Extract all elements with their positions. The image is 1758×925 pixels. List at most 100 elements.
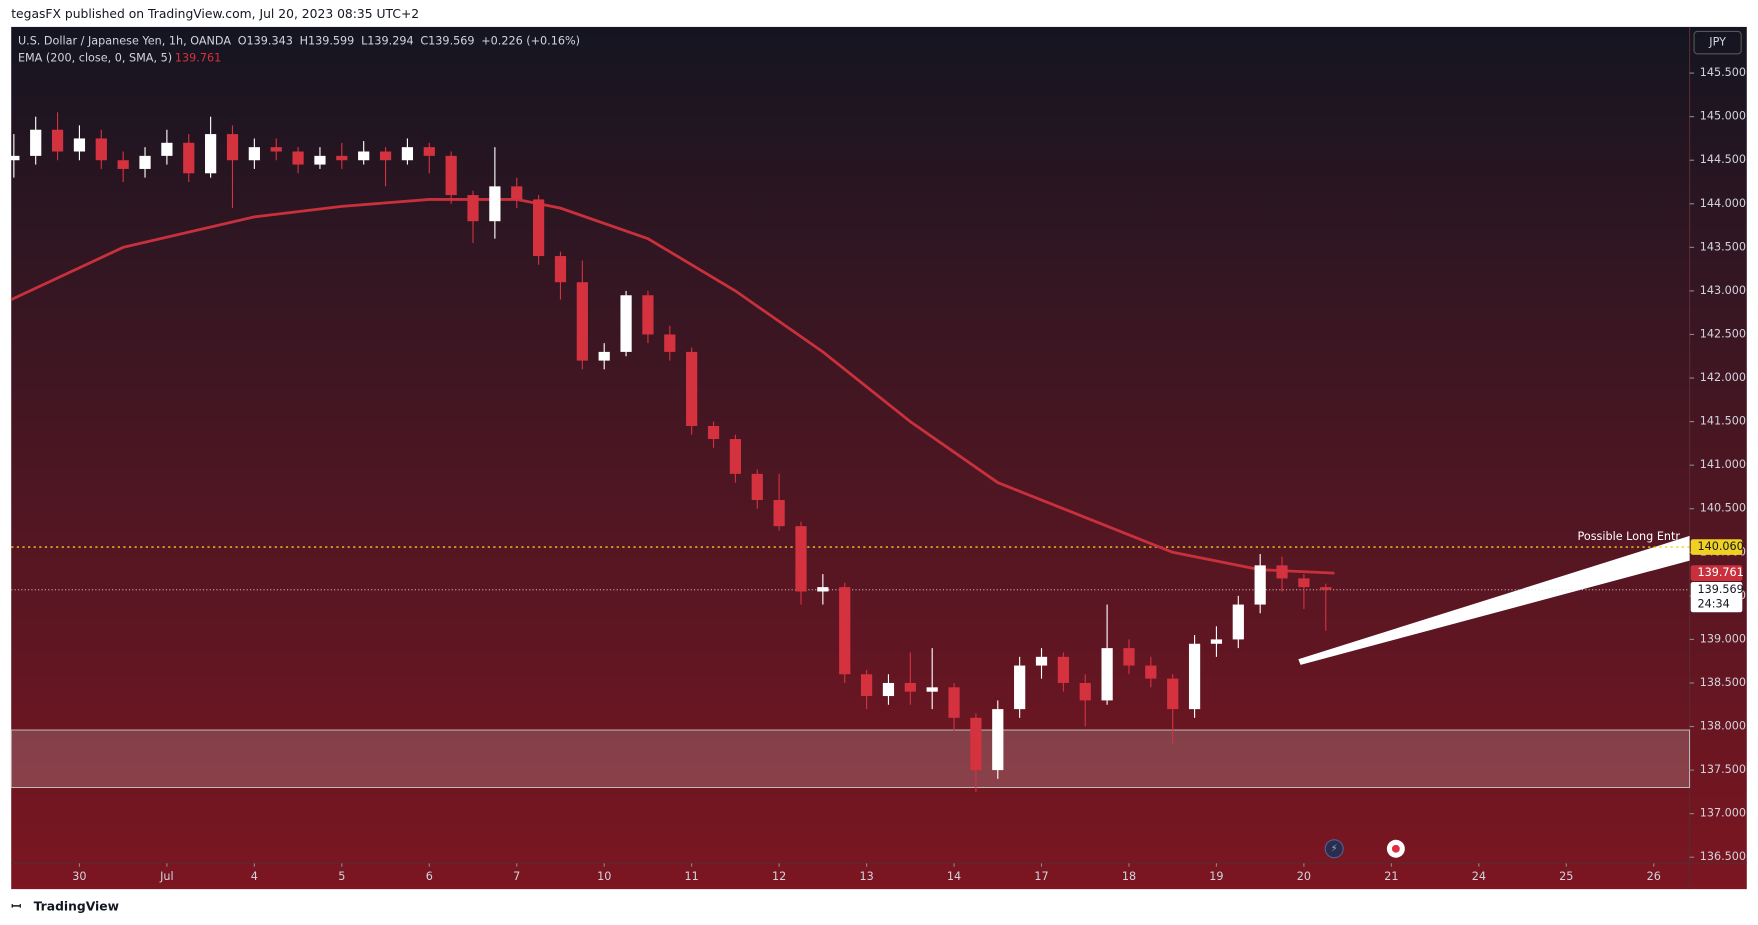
candle-body <box>598 351 610 361</box>
candle-body <box>992 709 1004 771</box>
event-icon[interactable] <box>1324 839 1344 859</box>
footer-brand: TradingView <box>34 900 119 914</box>
candle-body <box>1057 656 1069 683</box>
x-tick-label: 30 <box>72 870 86 883</box>
currency-label[interactable]: JPY <box>1708 36 1726 49</box>
publisher: tegasFX published on TradingView.com, Ju… <box>11 7 419 21</box>
y-tick-label: 137.500 <box>1700 763 1746 776</box>
y-tick-label: 141.500 <box>1700 415 1746 428</box>
x-tick-label: 19 <box>1209 870 1223 883</box>
y-tick-label: 145.500 <box>1700 66 1746 79</box>
candle-body <box>1232 604 1244 640</box>
candle-body <box>926 687 938 692</box>
y-tick-label: 142.500 <box>1700 327 1746 340</box>
x-tick-label: Jul <box>159 870 174 883</box>
ohlc-legend: O139.343 H139.599 L139.294 C139.569 +0.226 (… <box>238 34 580 47</box>
candle-body <box>533 199 545 257</box>
candle-body <box>336 155 348 161</box>
candle-body <box>51 129 64 152</box>
candle-body <box>1320 587 1332 590</box>
candle-body <box>379 151 392 161</box>
candle-body <box>970 717 982 771</box>
y-tick-label: 141.000 <box>1700 458 1746 471</box>
ohlc-value: C139.569 <box>420 34 474 47</box>
candle-body <box>817 587 829 592</box>
candle-body <box>707 425 720 440</box>
x-tick-label: 11 <box>685 870 699 883</box>
candle-body <box>554 256 567 283</box>
y-tick-label: 145.000 <box>1700 110 1746 123</box>
candle-body <box>1276 565 1288 579</box>
candle-body <box>1079 682 1091 701</box>
x-tick-label: 18 <box>1122 870 1136 883</box>
event-icon-dot <box>1391 844 1400 853</box>
candle-body <box>642 295 654 335</box>
x-tick-label: 24 <box>1472 870 1486 883</box>
event-icon-glyph: ⚡ <box>1331 844 1338 855</box>
x-tick-label: 13 <box>859 870 873 883</box>
support-zone <box>10 729 1691 788</box>
candle-body <box>511 186 523 200</box>
chart-background <box>11 26 1747 890</box>
candle-body <box>1188 643 1201 710</box>
x-tick-label: 21 <box>1384 870 1398 883</box>
candle-body <box>773 500 785 527</box>
long-entry-tag-label: 140.060 <box>1697 540 1743 553</box>
candle-body <box>1101 648 1113 701</box>
footer-logo: ꟷ <box>11 900 21 914</box>
ohlc-value: L139.294 <box>361 34 414 47</box>
y-tick-label: 138.500 <box>1700 676 1746 689</box>
candle-body <box>30 129 42 156</box>
symbol-title: U.S. Dollar / Japanese Yen, 1h, OANDA <box>18 34 231 47</box>
long-entry-tag <box>1690 539 1743 555</box>
candle-body <box>489 186 501 222</box>
ohlc-value: H139.599 <box>300 34 355 47</box>
x-tick-label: 26 <box>1647 870 1661 883</box>
x-tick-label: 25 <box>1559 870 1573 883</box>
candle-body <box>1014 665 1026 710</box>
candle-body <box>795 526 807 592</box>
candle-body <box>904 682 916 692</box>
x-tick-label: 6 <box>426 870 433 883</box>
candle-body <box>576 282 588 361</box>
candle-body <box>948 687 960 718</box>
candle-body <box>1167 678 1179 710</box>
candle-body <box>270 147 282 152</box>
ema-tag <box>1690 565 1743 581</box>
candle-body <box>729 439 742 474</box>
y-tick-label: 143.500 <box>1700 240 1746 253</box>
x-tick-label: 10 <box>597 870 611 883</box>
ohlc-value: +0.226 (+0.16%) <box>481 34 580 47</box>
y-tick-label: 136.500 <box>1700 850 1746 863</box>
candle-body <box>401 147 414 161</box>
candle-body <box>751 473 763 501</box>
candle-body <box>1298 578 1310 588</box>
y-tick-label: 140.500 <box>1700 502 1746 515</box>
candle-body <box>226 134 239 161</box>
candle-body <box>620 295 632 352</box>
y-tick-label: 139.000 <box>1700 632 1746 645</box>
x-tick-label: 14 <box>947 870 961 883</box>
ema-tag-label: 139.761 <box>1697 566 1743 579</box>
candle-body <box>8 155 20 161</box>
candle-body <box>358 151 370 161</box>
x-tick-label: 7 <box>513 870 520 883</box>
candle-body <box>423 147 435 156</box>
x-tick-label: 20 <box>1297 870 1311 883</box>
x-tick-label: 12 <box>772 870 786 883</box>
trend-arrow <box>1298 535 1690 665</box>
candle-body <box>467 195 479 222</box>
ema-legend-value: 139.761 <box>175 51 221 64</box>
candle-body <box>1035 656 1048 666</box>
last-price-tag <box>1690 581 1743 613</box>
y-tick-label: 144.500 <box>1700 153 1746 166</box>
currency-button[interactable] <box>1693 30 1742 55</box>
candle-body <box>95 138 107 161</box>
candle-body <box>205 134 217 174</box>
long-entry-text: Possible Long Entr <box>1577 530 1680 543</box>
candle-body <box>248 147 260 161</box>
x-tick-label: 4 <box>251 870 258 883</box>
candle-body <box>183 142 195 174</box>
candle-body <box>445 155 457 196</box>
